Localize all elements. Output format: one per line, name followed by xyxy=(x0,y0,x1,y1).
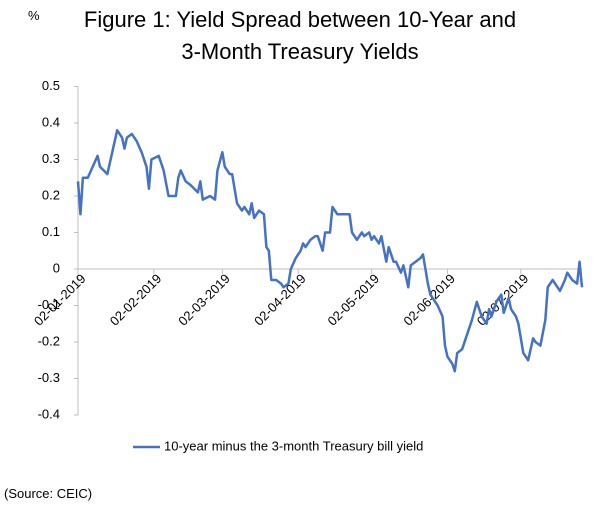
line-series xyxy=(76,129,584,373)
y-tick-label: 0.1 xyxy=(42,224,60,239)
y-tick-label: -0.1 xyxy=(38,297,60,312)
y-tick-label: 0 xyxy=(53,260,60,275)
legend-label: 10-year minus the 3-month Treasury bill … xyxy=(164,438,423,453)
source: (Source: CEIC) xyxy=(4,486,93,501)
y-tick-label: -0.4 xyxy=(38,406,60,421)
x-tick-label: 02-02-2019 xyxy=(107,271,165,329)
y-tick-label: 0.4 xyxy=(42,114,60,129)
x-tick-label: 02-05-2019 xyxy=(325,271,383,329)
y-tick-label: -0.2 xyxy=(38,333,60,348)
y-tick-label: 0.5 xyxy=(42,78,60,93)
y-tick-label: 0.3 xyxy=(42,151,60,166)
y-tick-label: -0.3 xyxy=(38,370,60,385)
x-tick-label: 02-04-2019 xyxy=(251,271,309,329)
y-tick-label: 0.2 xyxy=(42,187,60,202)
chart-title: Figure 1: Yield Spread between 10-Year a… xyxy=(83,7,517,64)
x-tick-label: 02-03-2019 xyxy=(175,271,233,329)
y-unit: % xyxy=(28,8,40,23)
